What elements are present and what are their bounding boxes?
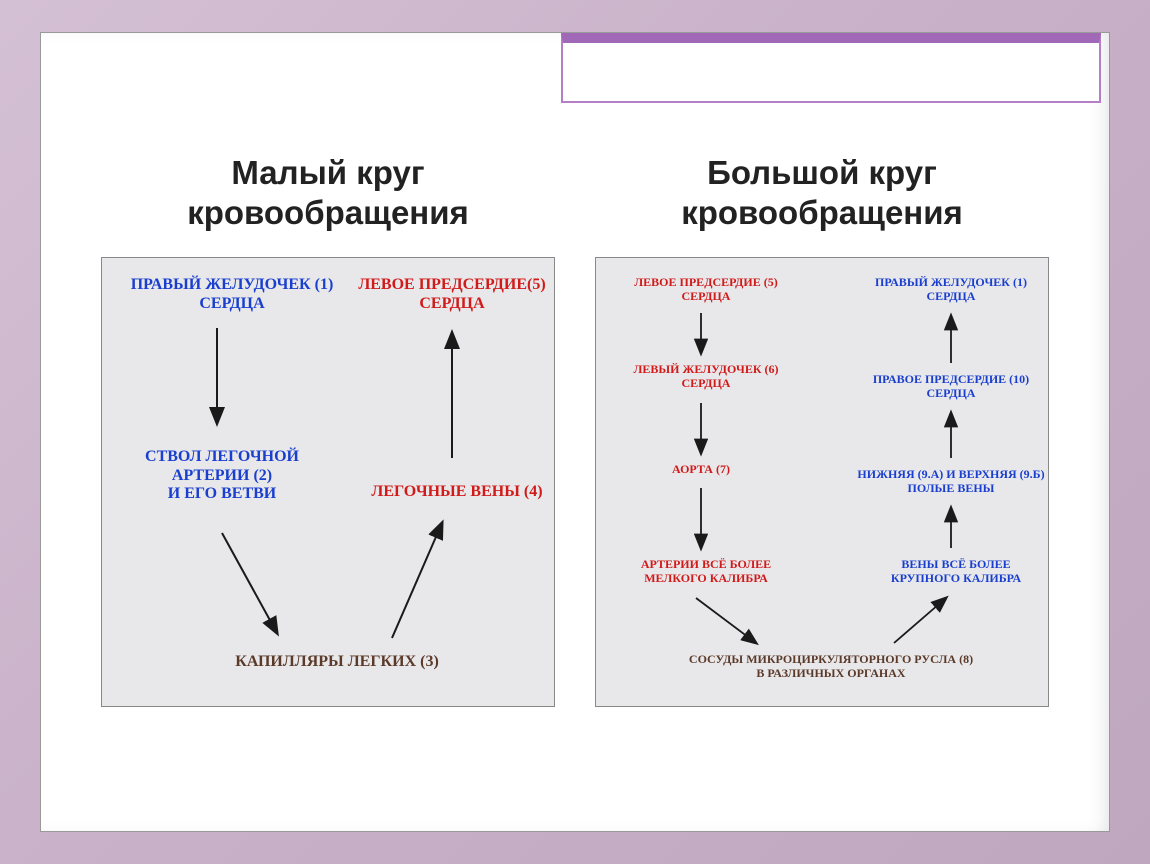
flow-node: НИЖНЯЯ (9.А) И ВЕРХНЯЯ (9.Б) ПОЛЫЕ ВЕНЫ xyxy=(846,468,1056,496)
right-title: Большой круг кровообращения xyxy=(595,153,1049,232)
flow-node: АРТЕРИИ ВСЁ БОЛЕЕ МЕЛКОГО КАЛИБРА xyxy=(616,558,796,586)
right-column: Большой круг кровообращения ЛЕВОЕ ПРЕДСЕ… xyxy=(595,153,1049,707)
slide: Малый круг кровообращения ПРАВЫЙ ЖЕЛУДОЧ… xyxy=(40,32,1110,832)
flow-node: ПРАВОЕ ПРЕДСЕРДИЕ (10) СЕРДЦА xyxy=(856,373,1046,401)
flow-node: ЛЕВЫЙ ЖЕЛУДОЧЕК (6) СЕРДЦА xyxy=(616,363,796,391)
right-panel: ЛЕВОЕ ПРЕДСЕРДИЕ (5) СЕРДЦА ПРАВЫЙ ЖЕЛУДО… xyxy=(595,257,1049,707)
flow-arrow xyxy=(392,523,442,638)
flow-node: ВЕНЫ ВСЁ БОЛЕЕ КРУПНОГО КАЛИБРА xyxy=(866,558,1046,586)
flow-node: ЛЕВОЕ ПРЕДСЕРДИЕ(5) СЕРДЦА xyxy=(352,276,552,313)
flow-node: КАПИЛЛЯРЫ ЛЕГКИХ (3) xyxy=(217,653,457,671)
flow-arrow xyxy=(222,533,277,633)
flow-node: ЛЕГОЧНЫЕ ВЕНЫ (4) xyxy=(362,483,552,501)
flow-arrow xyxy=(894,598,946,643)
flow-arrow xyxy=(696,598,756,643)
flow-node: АОРТА (7) xyxy=(651,463,751,477)
flow-node: ЛЕВОЕ ПРЕДСЕРДИЕ (5) СЕРДЦА xyxy=(616,276,796,304)
flow-node: ПРАВЫЙ ЖЕЛУДОЧЕК (1) СЕРДЦА xyxy=(122,276,342,313)
left-panel: ПРАВЫЙ ЖЕЛУДОЧЕК (1) СЕРДЦА ЛЕВОЕ ПРЕДСЕР… xyxy=(101,257,555,707)
left-title: Малый круг кровообращения xyxy=(101,153,555,232)
title-bar xyxy=(561,33,1101,103)
flow-node: ПРАВЫЙ ЖЕЛУДОЧЕК (1) СЕРДЦА xyxy=(856,276,1046,304)
flow-node: СТВОЛ ЛЕГОЧНОЙ АРТЕРИИ (2) И ЕГО ВЕТВИ xyxy=(132,448,312,503)
left-column: Малый круг кровообращения ПРАВЫЙ ЖЕЛУДОЧ… xyxy=(101,153,555,707)
flow-node: СОСУДЫ МИКРОЦИРКУЛЯТОРНОГО РУСЛА (8) В Р… xyxy=(681,653,981,681)
columns-wrapper: Малый круг кровообращения ПРАВЫЙ ЖЕЛУДОЧ… xyxy=(101,153,1049,707)
